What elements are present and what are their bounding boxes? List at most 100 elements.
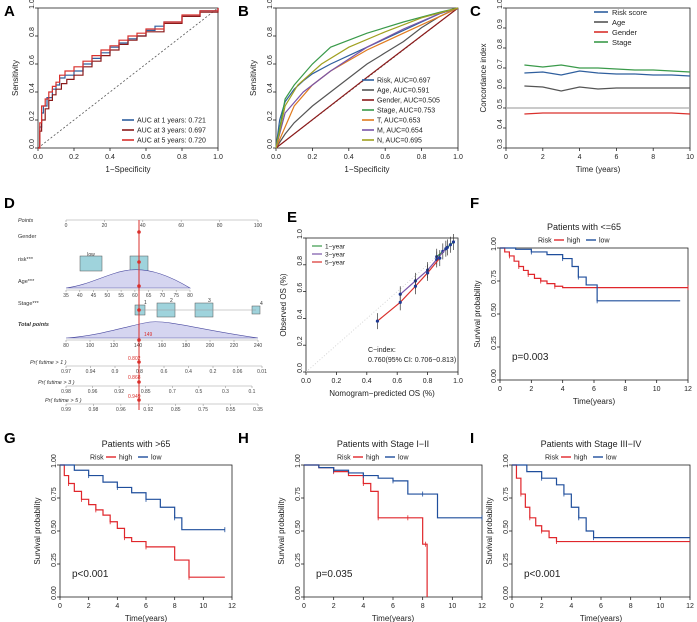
y-tick-label: 0.00 bbox=[491, 369, 498, 383]
patient-marker-dot bbox=[137, 380, 141, 384]
y-tick-label: 0.8 bbox=[29, 27, 36, 37]
pr-marker-label: 0.802 bbox=[128, 356, 141, 362]
panel-letter-c: C bbox=[470, 3, 481, 20]
nomogram-row-label: Points bbox=[18, 218, 34, 224]
points-tick-label: 0 bbox=[65, 223, 68, 229]
y-tick-label: 1.0 bbox=[497, 0, 504, 9]
x-tick-label: 0.0 bbox=[33, 154, 43, 161]
patient-marker-dot bbox=[137, 284, 141, 288]
c-index-label: C−index: bbox=[368, 347, 396, 354]
x-tick-label: 1.0 bbox=[213, 154, 223, 161]
total-tick-label: 100 bbox=[86, 343, 95, 349]
y-tick-label: 1.00 bbox=[491, 237, 498, 251]
y-tick-label: 0.75 bbox=[491, 270, 498, 284]
pr1-tick-label: 0.6 bbox=[161, 369, 168, 375]
series-line bbox=[275, 7, 459, 149]
y-tick-label: 0.6 bbox=[29, 55, 36, 65]
age-tick-label: 60 bbox=[132, 293, 138, 299]
y-tick-label: 0.75 bbox=[295, 487, 302, 501]
series-line bbox=[38, 8, 219, 149]
points-tick-label: 100 bbox=[254, 223, 263, 229]
survival-curve bbox=[512, 464, 690, 539]
c-index-value: 0.760(95% CI: 0.706−0.813) bbox=[368, 357, 456, 364]
x-tick-label: 0.6 bbox=[141, 154, 151, 161]
age-tick-label: 80 bbox=[187, 293, 193, 299]
legend-label: Age, AUC=0.591 bbox=[377, 88, 429, 95]
legend-label: 5−year bbox=[325, 260, 346, 267]
x-tick-label: 8 bbox=[173, 603, 177, 610]
x-tick-label: 6 bbox=[144, 603, 148, 610]
total-tick-label: 140 bbox=[134, 343, 143, 349]
series-line bbox=[275, 7, 459, 149]
pr5-tick-label: 0.98 bbox=[89, 407, 99, 413]
y-tick-label: 0.4 bbox=[497, 119, 504, 129]
y-tick-label: 0.75 bbox=[503, 487, 510, 501]
y-tick-label: 1.0 bbox=[29, 0, 36, 9]
patient-marker-dot bbox=[137, 260, 141, 264]
x-tick-label: 10 bbox=[199, 603, 207, 610]
p-value: p=0.003 bbox=[512, 352, 549, 363]
y-tick-label: 1.0 bbox=[267, 0, 274, 9]
chart-c: 0 2 4 6 8 10 0.3 0.4 0.5 0.6 0.7 0.8 0.9 1.0 Time (yea… bbox=[479, 0, 694, 174]
diagonal-reference bbox=[305, 237, 459, 373]
pr3-tick-label: 0.3 bbox=[222, 389, 229, 395]
points-tick-label: 40 bbox=[140, 223, 146, 229]
pr1-tick-label: 0.8 bbox=[136, 369, 143, 375]
x-tick-label: 4 bbox=[361, 603, 365, 610]
legend-label: AUC at 1 years: 0.721 bbox=[137, 118, 206, 125]
series-line bbox=[399, 248, 447, 295]
chart-title: Patients with <=65 bbox=[547, 222, 621, 232]
chart-i: 0 2 4 6 8 10 12 0.00 0.25 0.50 0.75 1.00 Time(years)… bbox=[485, 439, 694, 622]
pr5-tick-label: 0.96 bbox=[116, 407, 126, 413]
age-tick-label: 40 bbox=[77, 293, 83, 299]
x-axis-label: 1−Specificity bbox=[105, 165, 150, 174]
pr1-tick-label: 0.97 bbox=[61, 369, 71, 375]
survival-curve bbox=[304, 464, 482, 519]
y-axis-label: Survival probability bbox=[33, 497, 42, 564]
x-tick-label: 2 bbox=[87, 603, 91, 610]
x-axis-label: Time(years) bbox=[372, 614, 415, 622]
data-point bbox=[426, 271, 430, 275]
x-tick-label: 0.4 bbox=[344, 154, 354, 161]
chart-title: Patients with Stage III−IV bbox=[541, 439, 642, 449]
data-point bbox=[444, 247, 448, 251]
pr1-tick-label: 0.9 bbox=[112, 369, 119, 375]
legend-label: low bbox=[398, 455, 409, 462]
y-tick-label: 0.50 bbox=[295, 520, 302, 534]
y-axis-label: Observed OS (%) bbox=[279, 273, 288, 336]
x-tick-label: 0 bbox=[302, 603, 306, 610]
y-axis-label: Survival probability bbox=[277, 497, 286, 564]
risk-box bbox=[79, 255, 103, 272]
nomogram-row-label: Stage*** bbox=[18, 301, 40, 307]
pr1-tick-label: 0.2 bbox=[210, 369, 217, 375]
stage-label: 2 bbox=[170, 298, 173, 304]
x-tick-label: 2 bbox=[332, 603, 336, 610]
legend-title: Risk bbox=[337, 455, 351, 462]
nomogram-panel: Points Gender risk*** Age*** Stage*** To… bbox=[18, 218, 82, 404]
p-value: p<0.001 bbox=[72, 569, 109, 580]
x-tick-label: 4 bbox=[115, 603, 119, 610]
y-axis-label: Survival probability bbox=[473, 280, 482, 347]
pr5-tick-label: 0.92 bbox=[143, 407, 153, 413]
legend-label: Risk score bbox=[612, 8, 647, 17]
y-tick-label: 0.2 bbox=[297, 336, 304, 346]
pr3-tick-label: 0.7 bbox=[169, 389, 176, 395]
x-tick-label: 8 bbox=[651, 154, 655, 161]
patient-marker-dot bbox=[137, 230, 141, 234]
y-axis-label: Survival probability bbox=[485, 497, 494, 564]
y-tick-label: 0.2 bbox=[267, 111, 274, 121]
legend-label: high bbox=[574, 455, 587, 462]
legend-label: high bbox=[567, 238, 580, 245]
nomogram-row-label: Total points bbox=[18, 322, 49, 328]
y-tick-label: 0.25 bbox=[503, 553, 510, 567]
legend-label: 1−year bbox=[325, 244, 346, 251]
survival-curve bbox=[512, 464, 690, 543]
y-tick-label: 0.25 bbox=[51, 553, 58, 567]
y-axis-label: Sensitivity bbox=[11, 60, 20, 96]
age-density bbox=[65, 269, 192, 289]
pr5-tick-label: 0.75 bbox=[198, 407, 208, 413]
legend-label: high bbox=[366, 455, 379, 462]
x-tick-label: 2 bbox=[540, 603, 544, 610]
x-tick-label: 12 bbox=[478, 603, 486, 610]
total-tick-label: 240 bbox=[254, 343, 263, 349]
